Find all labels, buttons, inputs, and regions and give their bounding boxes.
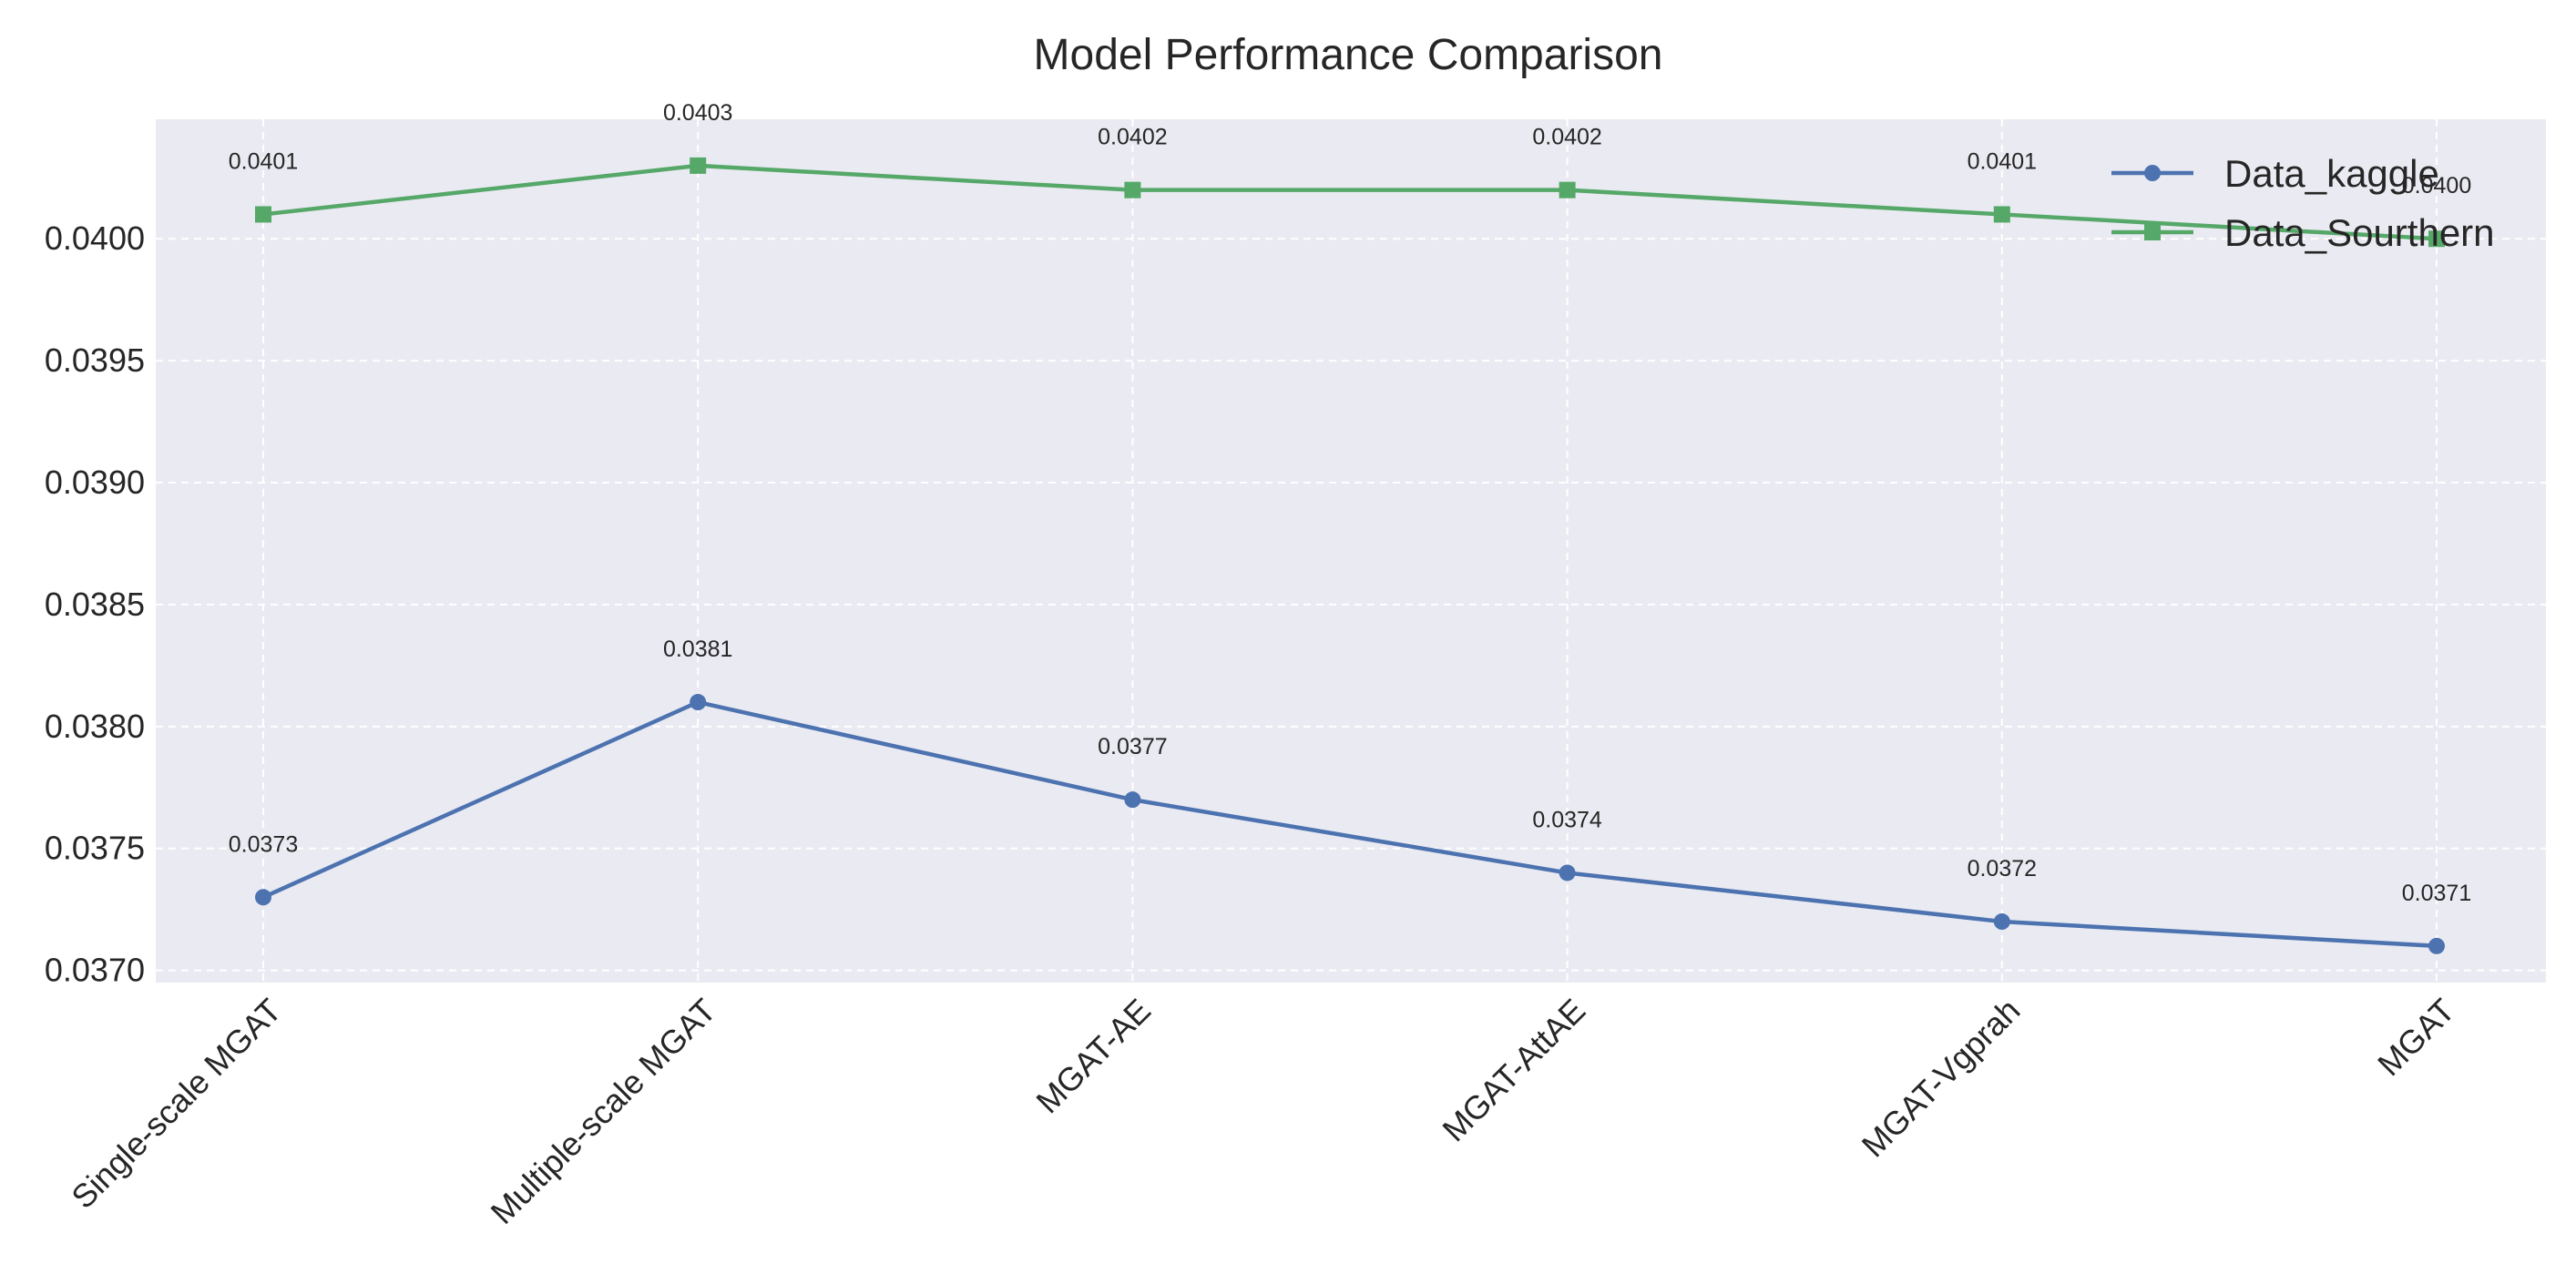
x-tick-label: MGAT bbox=[2370, 992, 2462, 1084]
chart-title: Model Performance Comparison bbox=[1034, 31, 1663, 79]
legend: Data_kaggle Data_Sourthern bbox=[2111, 152, 2495, 254]
series-group bbox=[255, 157, 2445, 954]
data-point-marker bbox=[1124, 791, 1141, 809]
y-axis-ticks: 0.0370 0.0375 0.0380 0.0385 0.0390 0.0395 0.04… bbox=[45, 219, 145, 988]
y-tick-label: 0.0390 bbox=[45, 464, 145, 501]
data-label: 0.0371 bbox=[2402, 881, 2471, 906]
data-label: 0.0402 bbox=[1098, 125, 1167, 150]
x-tick-label: MGAT-Vgprah bbox=[1855, 992, 2028, 1165]
x-tick-label: Single-scale MGAT bbox=[64, 992, 288, 1216]
y-tick-label: 0.0400 bbox=[45, 219, 145, 257]
data-label: 0.0401 bbox=[1968, 148, 2037, 174]
y-tick-label: 0.0380 bbox=[45, 708, 145, 745]
legend-label: Data_Sourthern bbox=[2224, 211, 2495, 254]
x-tick-label: MGAT-AttAE bbox=[1435, 992, 1592, 1149]
data-point-marker bbox=[1124, 181, 1141, 199]
y-tick-label: 0.0395 bbox=[45, 341, 145, 379]
data-point-marker bbox=[690, 157, 707, 174]
data-label: 0.0372 bbox=[1968, 856, 2037, 881]
data-label: 0.0403 bbox=[663, 100, 732, 126]
data-label: 0.0401 bbox=[229, 148, 298, 174]
y-tick-label: 0.0385 bbox=[45, 586, 145, 623]
data-point-marker bbox=[2428, 937, 2445, 954]
x-tick-label: Multiple-scale MGAT bbox=[484, 992, 723, 1231]
plot-area bbox=[156, 119, 2546, 983]
series-line-data_sourthern bbox=[262, 163, 2438, 241]
data-label: 0.0400 bbox=[2402, 173, 2471, 199]
data-point-marker bbox=[1993, 206, 2010, 223]
x-axis-ticks: Single-scale MGAT Multiple-scale MGAT MGAT… bbox=[64, 992, 2461, 1231]
data-point-marker bbox=[1559, 181, 1576, 199]
data-label: 0.0381 bbox=[663, 637, 732, 662]
data-label: 0.0373 bbox=[229, 831, 298, 857]
legend-marker bbox=[2144, 224, 2161, 240]
data-labels: 0.0373 0.0381 0.0377 0.0374 0.0372 0.0371 0.04… bbox=[229, 100, 2471, 906]
y-tick-label: 0.0370 bbox=[45, 952, 145, 989]
legend-label: Data_kaggle bbox=[2224, 152, 2439, 195]
data-point-marker bbox=[1993, 913, 2010, 931]
series-line-data_kaggle bbox=[262, 699, 2438, 949]
x-tick-label: MGAT-AE bbox=[1028, 992, 1158, 1121]
data-point-marker bbox=[2428, 230, 2445, 248]
data-label: 0.0377 bbox=[1098, 734, 1167, 759]
data-point-marker bbox=[1559, 864, 1576, 881]
data-point-marker bbox=[255, 206, 271, 223]
data-label: 0.0402 bbox=[1532, 125, 1601, 150]
data-point-marker bbox=[255, 889, 271, 906]
data-point-marker bbox=[690, 694, 707, 711]
y-tick-label: 0.0375 bbox=[45, 830, 145, 867]
legend-marker bbox=[2144, 165, 2161, 181]
data-label: 0.0374 bbox=[1532, 807, 1602, 832]
